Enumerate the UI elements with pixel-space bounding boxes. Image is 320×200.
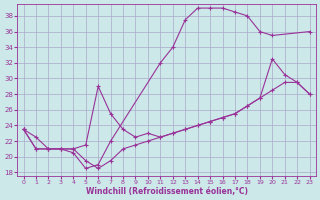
X-axis label: Windchill (Refroidissement éolien,°C): Windchill (Refroidissement éolien,°C) <box>85 187 248 196</box>
